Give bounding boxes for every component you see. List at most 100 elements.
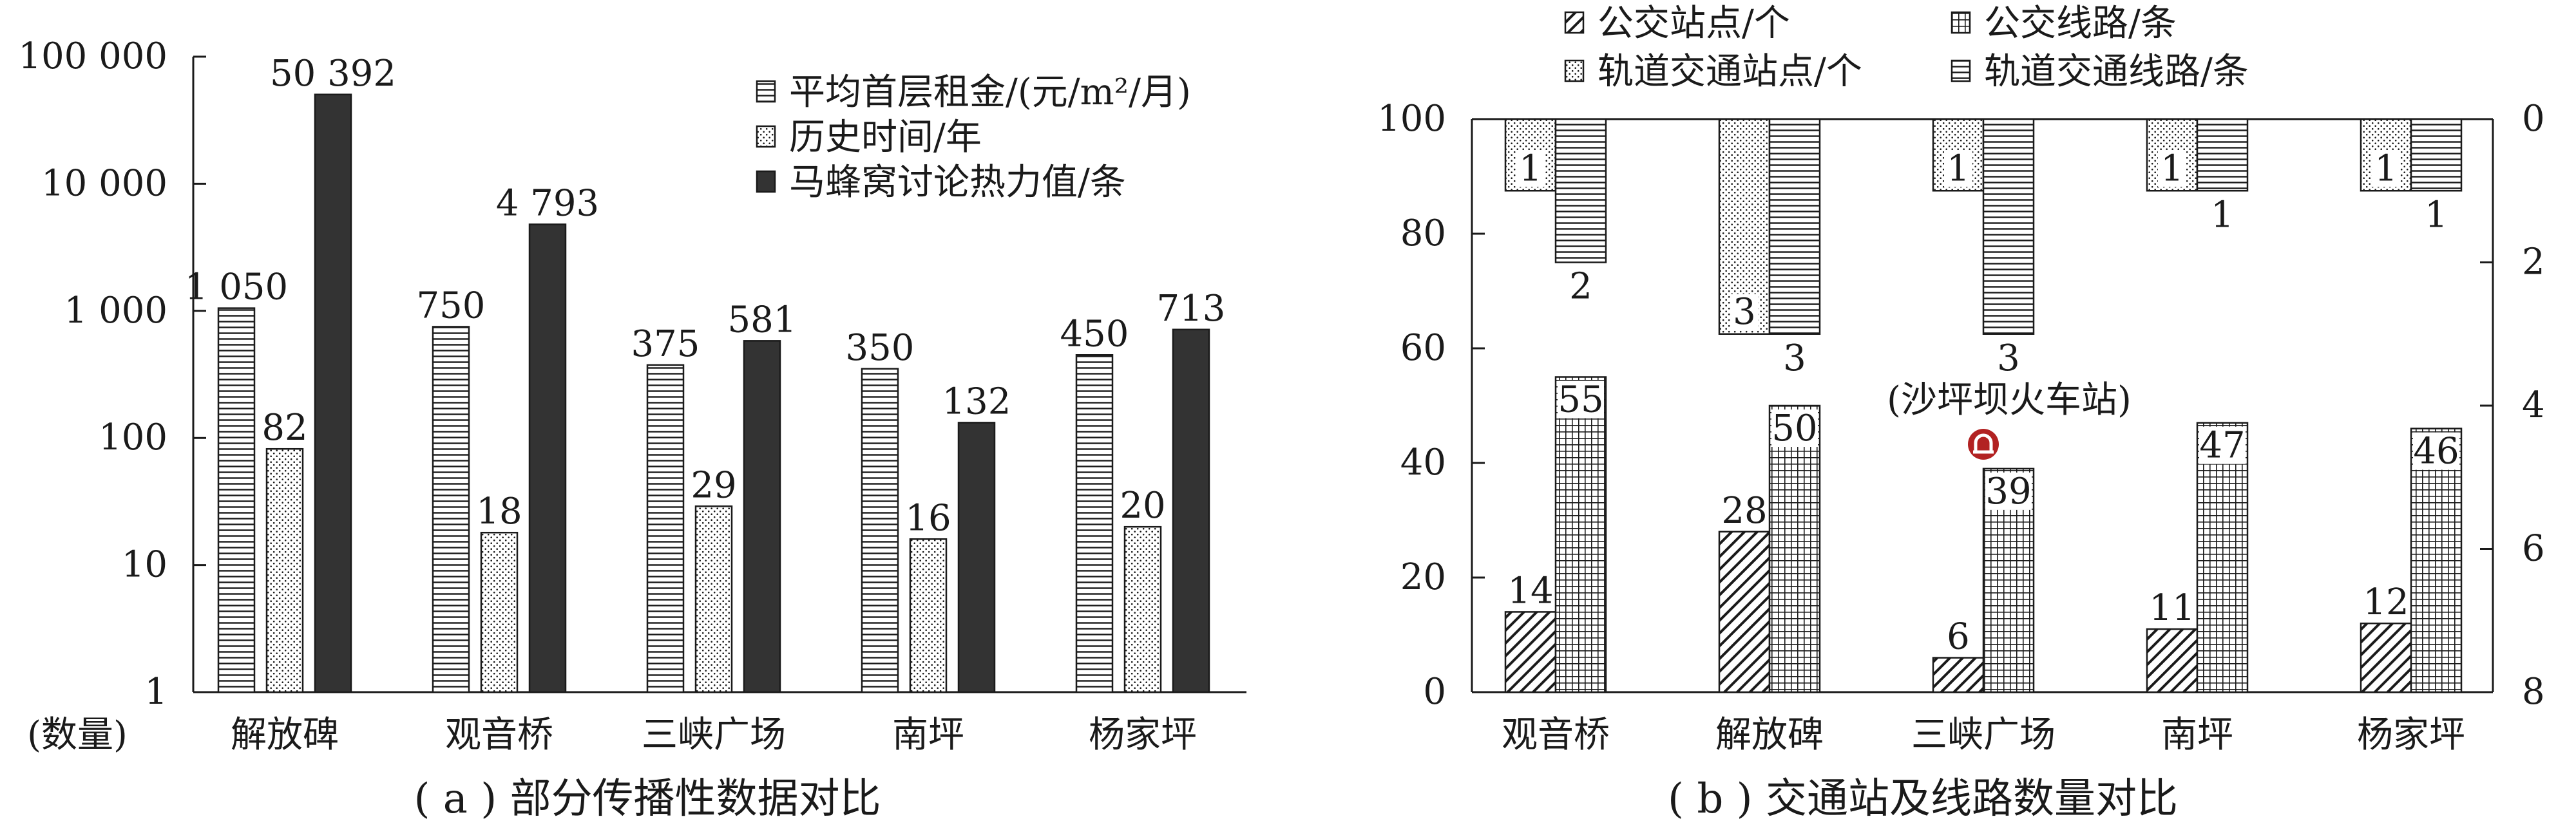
chart-b-y2-tick-label: 6 <box>2522 528 2545 570</box>
railway-station-icon <box>1968 429 1999 460</box>
chart-a-bar <box>957 422 996 693</box>
chart-a-legend-swatch <box>756 80 776 103</box>
chart-a-category-label: 观音桥 <box>445 714 553 756</box>
chart-b-data-label-bg <box>2372 151 2400 187</box>
chart-b-category-label: 解放碑 <box>1715 714 1824 756</box>
chart-b-bar <box>1554 376 1607 693</box>
chart-b-bar <box>1504 611 1557 693</box>
chart-a-bar <box>1075 354 1114 693</box>
chart-a-data-label: 82 <box>262 407 307 449</box>
chart-a-category-label: 解放碑 <box>231 714 339 756</box>
chart-b-data-label: 39 <box>1985 471 2031 513</box>
chart-b-data-label: 1 <box>1947 147 1970 189</box>
chart-a-y-tick-label: 100 <box>99 417 167 458</box>
chart-b-legend-label: 公交线路/条 <box>1984 3 2177 44</box>
chart-a-y-axis-label: (数量) <box>27 714 128 756</box>
chart-b-data-label-bg <box>2158 151 2186 187</box>
chart-b-bar <box>2410 118 2463 192</box>
chart-b-y2-tick-label: 4 <box>2522 384 2545 426</box>
chart-a-data-label: 375 <box>631 323 700 365</box>
chart-b-data-label: 1 <box>2161 147 2184 189</box>
chart-b-y2-tick-label: 0 <box>2522 98 2545 140</box>
chart-a-data-label: 581 <box>728 299 797 341</box>
chart-b-data-label: 46 <box>2413 431 2459 473</box>
chart-b-data-label: 2 <box>1569 266 1592 308</box>
chart-b-data-label: 14 <box>1507 570 1553 612</box>
chart-b-data-label: 3 <box>1783 337 1806 379</box>
chart-b-legend-label: 公交站点/个 <box>1598 3 1790 44</box>
chart-b-bar <box>2196 118 2249 192</box>
chart-a-caption: ( a ) 部分传播性数据对比 <box>414 775 881 823</box>
chart-b-data-label-bg <box>2199 426 2246 464</box>
chart-b-y-tick-label: 100 <box>1377 98 1446 140</box>
chart-a-data-label: 450 <box>1060 313 1129 355</box>
chart-b-data-label-bg <box>1730 294 1759 330</box>
chart-b-category-label: 三峡广场 <box>1911 714 2056 756</box>
chart-b-legend-swatch <box>1951 59 1971 82</box>
chart-b-data-label-bg <box>1516 151 1545 187</box>
chart-a-bar <box>694 505 733 693</box>
chart-b-data-label: 50 <box>1771 408 1817 449</box>
chart-a-legend-label: 平均首层租金/(元/m²/月) <box>789 71 1191 113</box>
chart-b-data-label: 12 <box>2363 581 2409 623</box>
chart-a-y-tick-label: 100 000 <box>18 35 167 77</box>
chart-b-data-label: 1 <box>1519 147 1542 189</box>
chart-a-y-tick-label: 10 000 <box>41 162 167 204</box>
chart-a-bar <box>432 326 470 693</box>
chart-b-data-label-bg <box>1944 151 1972 187</box>
chart-b-y2-tick-label: 8 <box>2522 671 2545 713</box>
chart-b-legend-label: 轨道交通站点/个 <box>1598 51 1862 93</box>
chart-b-bar <box>1768 404 1821 693</box>
chart-b-category-label: 南坪 <box>2161 714 2233 756</box>
chart-b-bar <box>1982 118 2035 335</box>
chart-a-data-label: 29 <box>691 464 736 506</box>
chart-b-annotation: (沙坪坝火车站) <box>1887 379 2132 421</box>
chart-b-bar <box>1554 118 1607 263</box>
chart-b-data-label-bg <box>1558 381 1604 419</box>
chart-a-y-tick-label: 1 <box>144 671 167 713</box>
chart-b-y-tick-label: 40 <box>1400 442 1446 484</box>
chart-a-data-label: 132 <box>942 381 1011 422</box>
chart-b-bar <box>2360 622 2412 693</box>
chart-a-bar <box>1172 328 1210 693</box>
chart-b-bar <box>2410 428 2463 693</box>
chart-b-category-label: 观音桥 <box>1502 714 1610 756</box>
chart-b-data-label: 3 <box>1997 337 2020 379</box>
chart-b-y2-tick-label: 2 <box>2522 241 2545 283</box>
chart-a-bar <box>861 368 899 693</box>
railway-station-icon-disc <box>1968 429 1999 460</box>
chart-b-data-label: 6 <box>1947 616 1970 658</box>
chart-a-category-label: 南坪 <box>892 714 964 756</box>
chart-a-bar <box>646 364 685 693</box>
chart-a-bar <box>528 223 567 693</box>
chart-b-bar <box>1718 531 1771 693</box>
chart-a-bar <box>314 93 352 693</box>
chart-b-bar <box>2146 628 2199 693</box>
chart-a-bar <box>217 307 256 693</box>
chart-b-data-label: 28 <box>1721 490 1767 532</box>
chart-b-data-label: 47 <box>2199 425 2245 467</box>
chart-a-data-label: 1 050 <box>185 267 288 308</box>
chart-b-data-label: 3 <box>1733 291 1756 333</box>
chart-a-data-label: 50 392 <box>270 53 396 95</box>
chart-b-y-tick-label: 0 <box>1423 671 1446 713</box>
chart-a-legend-swatch <box>756 125 776 148</box>
chart-a-bar <box>1123 525 1162 693</box>
chart-a-bar <box>480 531 519 693</box>
chart-a-bar <box>743 340 781 693</box>
chart-a-bar <box>909 538 948 693</box>
chart-b-data-label: 1 <box>2374 147 2398 189</box>
chart-a-legend-label: 马蜂窝讨论热力值/条 <box>789 162 1126 203</box>
chart-b-y-tick-label: 20 <box>1400 556 1446 598</box>
chart-b-legend-swatch <box>1951 11 1971 34</box>
chart-a-y-tick-label: 1 000 <box>64 290 167 332</box>
chart-b-data-label-bg <box>1771 409 1818 447</box>
chart-a-data-label: 4 793 <box>496 182 599 224</box>
chart-b-legend-swatch <box>1564 59 1585 82</box>
chart-b-data-label: 11 <box>2149 587 2195 629</box>
chart-b-bar <box>1768 118 1821 335</box>
chart-a-legend-label: 历史时间/年 <box>789 117 982 158</box>
chart-a-data-label: 350 <box>846 327 915 369</box>
chart-b-bar <box>1932 657 1985 693</box>
